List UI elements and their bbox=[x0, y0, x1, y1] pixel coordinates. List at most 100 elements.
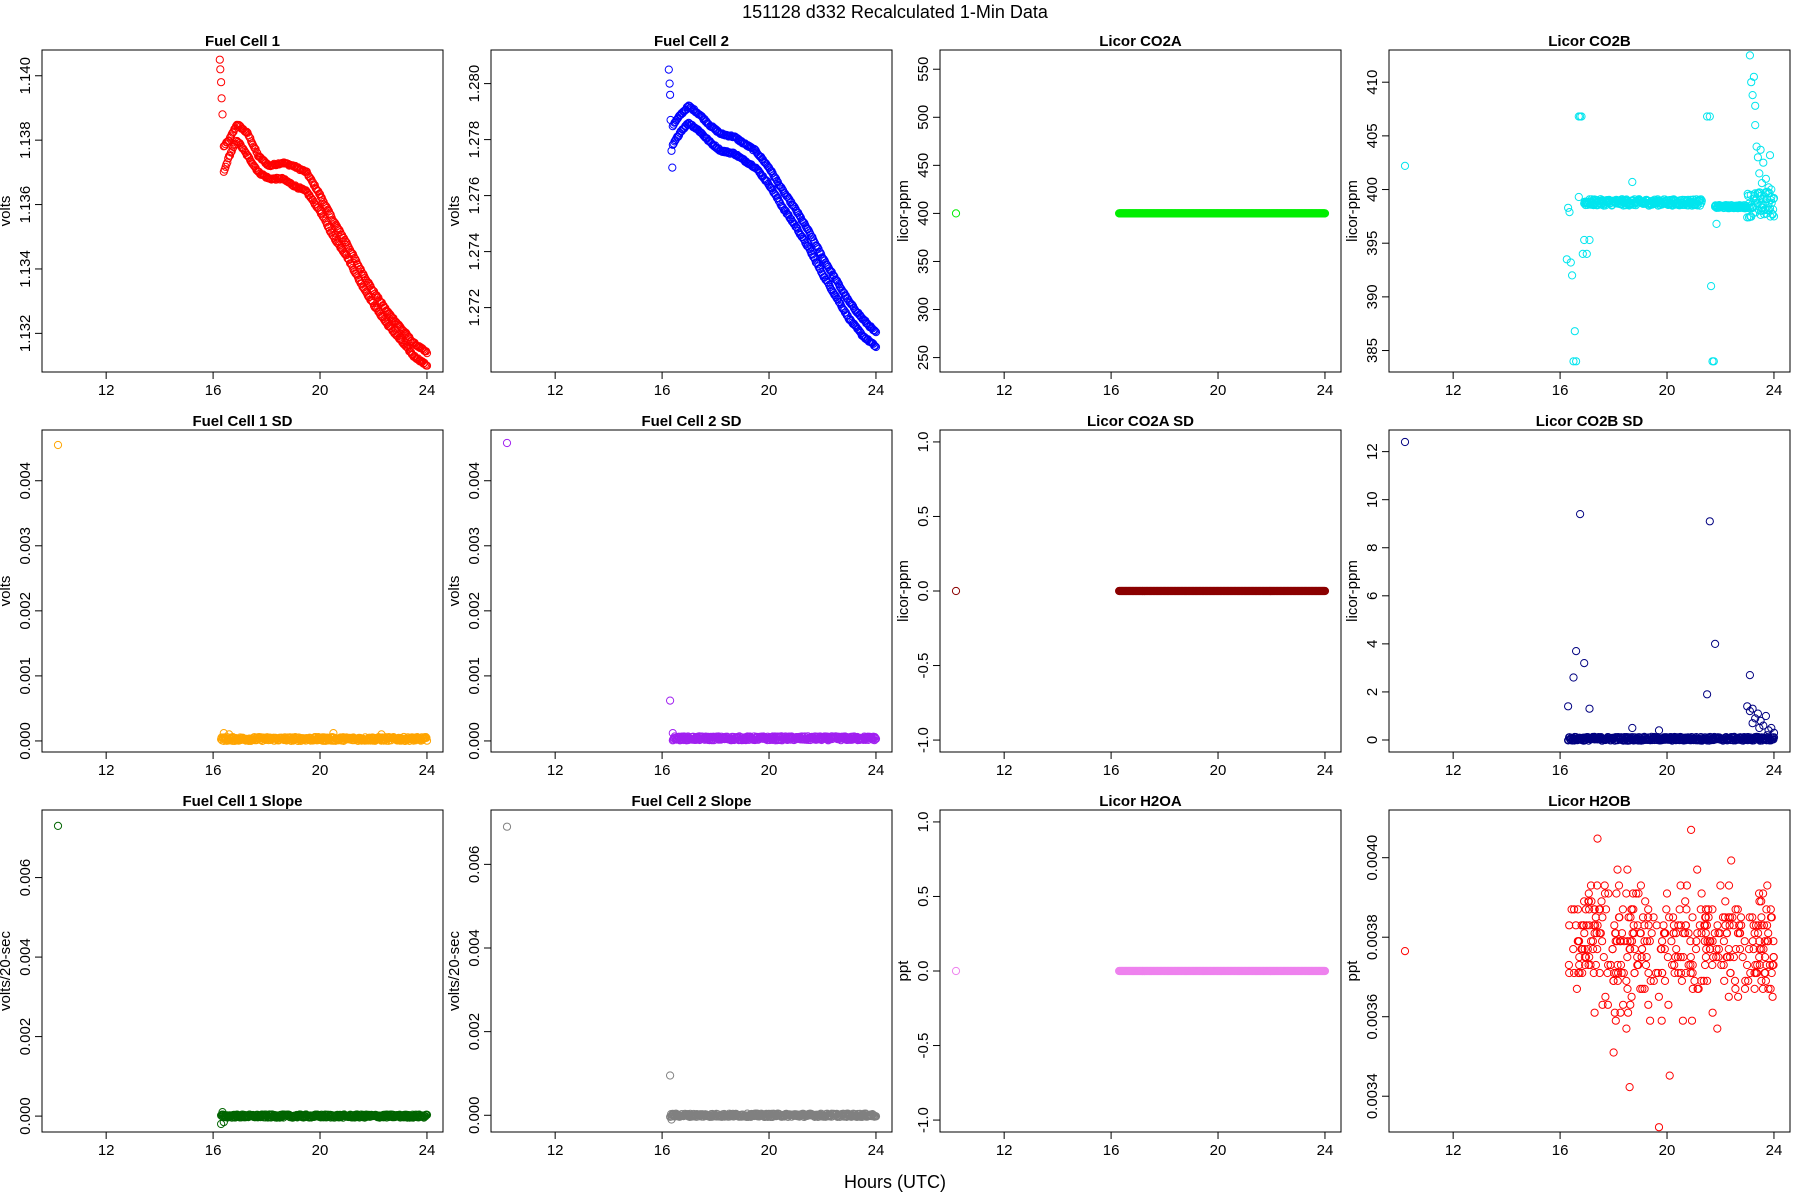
band-point bbox=[871, 734, 881, 743]
y-axis-label: ppt bbox=[895, 960, 912, 982]
series-point-upper bbox=[223, 137, 232, 147]
data-point bbox=[1749, 72, 1759, 81]
y-axis-label: licor-ppm bbox=[1344, 560, 1361, 622]
data-point bbox=[667, 1115, 676, 1124]
data-point bbox=[668, 729, 677, 738]
x-tick-label: 12 bbox=[547, 1142, 564, 1159]
y-tick-label: 1.134 bbox=[17, 250, 34, 288]
data-point bbox=[1711, 202, 1720, 211]
cloud-point bbox=[1588, 937, 1598, 946]
band-point bbox=[1320, 209, 1330, 218]
data-point bbox=[1755, 723, 1764, 733]
x-tick-label: 12 bbox=[98, 1142, 115, 1159]
points-fuel-cell-2 bbox=[664, 65, 881, 352]
cloud-point bbox=[1757, 976, 1766, 986]
y-tick-label: 0.002 bbox=[466, 592, 483, 630]
plot-frame bbox=[490, 809, 893, 1133]
points-licor-co2b bbox=[1400, 51, 1779, 366]
y-tick-label: 0.0040 bbox=[1364, 835, 1381, 881]
series-point-upper bbox=[742, 141, 752, 150]
series-point-lower bbox=[333, 238, 342, 247]
panel-title: Licor CO2B bbox=[1548, 33, 1631, 50]
data-point bbox=[1566, 258, 1575, 267]
series-point-lower bbox=[342, 251, 351, 260]
cloud-point bbox=[1640, 937, 1649, 946]
y-tick-label: 410 bbox=[1364, 70, 1381, 95]
y-tick-label: 1.274 bbox=[466, 233, 483, 271]
cloud-point bbox=[1640, 921, 1649, 930]
data-point bbox=[1705, 517, 1714, 526]
cloud-point bbox=[1690, 976, 1699, 986]
y-tick-label: -0.5 bbox=[915, 1033, 932, 1059]
x-tick-label: 16 bbox=[205, 1142, 222, 1159]
x-tick-label: 24 bbox=[419, 762, 436, 779]
y-tick-label: -0.5 bbox=[915, 653, 932, 679]
data-point bbox=[1565, 208, 1574, 217]
x-tick-label: 16 bbox=[1103, 382, 1120, 399]
x-tick-label: 12 bbox=[1445, 382, 1462, 399]
data-point bbox=[1764, 183, 1773, 192]
series-point-upper bbox=[249, 142, 258, 151]
panel-title: Licor CO2B SD bbox=[1536, 413, 1644, 430]
panel-title: Licor CO2A SD bbox=[1087, 413, 1194, 430]
data-point bbox=[1568, 271, 1577, 280]
cloud-point bbox=[1670, 968, 1679, 978]
cloud-point bbox=[1601, 992, 1610, 1001]
cloud-point bbox=[1724, 945, 1733, 954]
x-tick-label: 20 bbox=[761, 1142, 778, 1159]
points-fuel-cell-1-sd bbox=[53, 440, 432, 746]
data-point bbox=[1745, 51, 1755, 60]
series-point-lower bbox=[791, 222, 800, 231]
y-tick-label: 300 bbox=[915, 297, 932, 322]
data-point bbox=[666, 90, 675, 99]
y-tick-label: 1.280 bbox=[466, 65, 483, 103]
y-axis-label: licor-ppm bbox=[1344, 180, 1361, 242]
points-licor-h2ob bbox=[1400, 825, 1778, 1132]
data-point bbox=[1748, 719, 1757, 728]
cloud-point bbox=[1762, 905, 1771, 914]
data-point bbox=[216, 65, 225, 74]
series-point-lower bbox=[339, 248, 348, 257]
y-tick-label: 385 bbox=[1364, 338, 1381, 363]
series-point-upper bbox=[818, 254, 828, 263]
x-tick-label: 12 bbox=[996, 1142, 1013, 1159]
data-point bbox=[1712, 219, 1721, 228]
y-tick-label: 500 bbox=[915, 105, 932, 130]
data-point bbox=[329, 729, 338, 738]
series-point-upper bbox=[228, 128, 237, 137]
x-tick-label: 16 bbox=[205, 382, 222, 399]
data-point bbox=[666, 115, 675, 125]
data-point bbox=[1582, 249, 1591, 258]
y-tick-label: 0.5 bbox=[915, 886, 932, 907]
x-tick-label: 20 bbox=[312, 382, 329, 399]
series-point-upper bbox=[813, 243, 822, 252]
cloud-point bbox=[1725, 921, 1734, 930]
data-point bbox=[1748, 704, 1757, 713]
cloud-point bbox=[1581, 960, 1590, 970]
cloud-point bbox=[1593, 945, 1602, 954]
y-tick-label: 0.006 bbox=[466, 846, 483, 884]
y-tick-label: 1.136 bbox=[17, 186, 34, 224]
data-point bbox=[219, 729, 228, 738]
series-point-upper bbox=[870, 326, 879, 335]
data-point bbox=[1759, 721, 1768, 730]
x-tick-label: 16 bbox=[654, 762, 671, 779]
series-point-upper bbox=[333, 223, 342, 233]
cloud-point bbox=[1660, 976, 1670, 986]
x-tick-label: 20 bbox=[312, 762, 329, 779]
y-axis-label: volts bbox=[446, 196, 463, 227]
data-point bbox=[665, 79, 674, 88]
cloud-point bbox=[1597, 897, 1606, 906]
series-point-lower bbox=[329, 231, 338, 240]
y-axis-label: volts bbox=[446, 576, 463, 607]
data-point bbox=[664, 65, 673, 74]
x-tick-label: 24 bbox=[419, 1142, 436, 1159]
x-tick-label: 16 bbox=[1103, 762, 1120, 779]
data-point bbox=[1743, 702, 1752, 711]
x-tick-label: 24 bbox=[868, 762, 885, 779]
